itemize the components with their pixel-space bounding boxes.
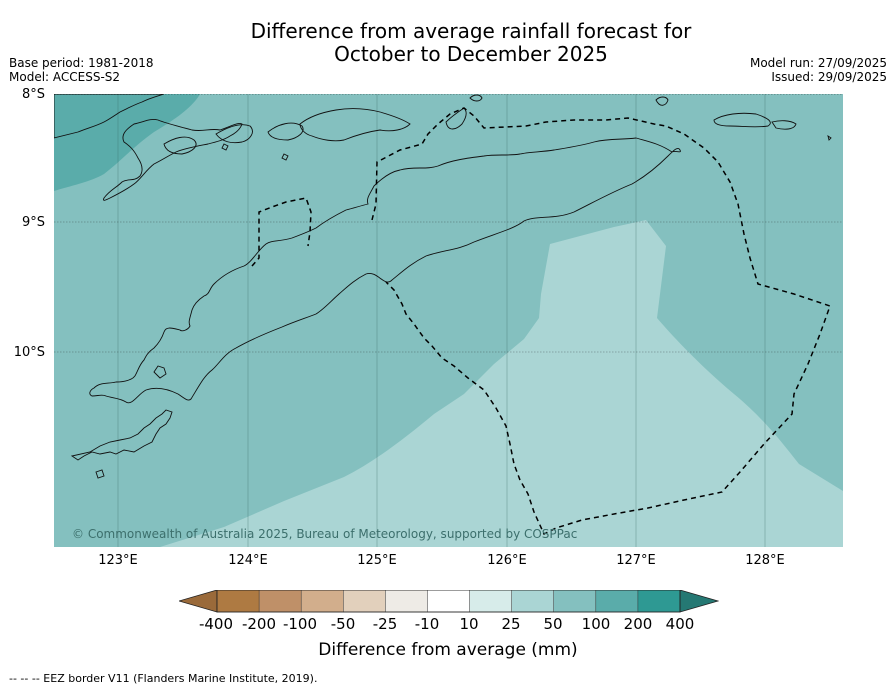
- coastline: [54, 94, 832, 479]
- colorbar-cell: [511, 590, 555, 613]
- colorbar-cell: [427, 590, 471, 613]
- lon-label-125e: 125°E: [357, 553, 397, 568]
- graticule: [54, 94, 843, 547]
- colorbar-tick: 10: [459, 615, 479, 633]
- colorbar-tick: -100: [282, 615, 318, 633]
- meta-right: Model run: 27/09/2025 Issued: 29/09/2025: [750, 56, 887, 84]
- colorbar-cell: [553, 590, 597, 613]
- issued-date: Issued: 29/09/2025: [771, 70, 887, 84]
- colorbar-tick: -25: [372, 615, 398, 633]
- colorbar-cell: [216, 590, 260, 613]
- colorbar-tick: -200: [241, 615, 277, 633]
- copyright-notice: © Commonwealth of Australia 2025, Bureau…: [72, 527, 577, 541]
- fill-100-200: [54, 94, 200, 191]
- lon-label-126e: 126°E: [487, 553, 527, 568]
- colorbar-cell: [385, 590, 428, 613]
- title-line-2: October to December 2025: [334, 42, 608, 66]
- colorbar-cell: [300, 590, 344, 613]
- lon-label-124e: 124°E: [228, 553, 268, 568]
- colorbar-cell: [595, 590, 639, 613]
- colorbar-tick: 200: [623, 615, 653, 633]
- title-line-1: Difference from average rainfall forecas…: [250, 19, 692, 43]
- colorbar-cell: [258, 590, 302, 613]
- lat-label-8s: 8°S: [21, 87, 45, 102]
- map-title: Difference from average rainfall forecas…: [0, 20, 896, 66]
- colorbar-min-arrow: [179, 590, 218, 613]
- colorbar-cell: [343, 590, 386, 613]
- colorbar-tick: 50: [543, 615, 563, 633]
- fill-25-50: [160, 220, 843, 547]
- meta-left: Base period: 1981-2018 Model: ACCESS-S2: [9, 56, 154, 84]
- eez-border: [251, 107, 831, 536]
- colorbar-tick: 400: [665, 615, 695, 633]
- colorbar-frame: [216, 590, 681, 613]
- lon-label-128e: 128°E: [745, 553, 785, 568]
- colorbar: [179, 590, 719, 613]
- model-run: Model run: 27/09/2025: [749, 56, 887, 70]
- colorbar-cell: [637, 590, 681, 613]
- colorbar-tick: 100: [581, 615, 611, 633]
- colorbar-tick: -400: [198, 615, 234, 633]
- colorbar-tick: -10: [414, 615, 440, 633]
- model-name: Model: ACCESS-S2: [9, 70, 121, 84]
- colorbar-tick: 25: [501, 615, 521, 633]
- colorbar-max-arrow: [679, 590, 719, 613]
- colorbar-tick: -50: [330, 615, 356, 633]
- lon-label-127e: 127°E: [616, 553, 656, 568]
- colorbar-title: Difference from average (mm): [318, 640, 578, 660]
- lat-label-9s: 9°S: [21, 215, 45, 230]
- base-period: Base period: 1981-2018: [9, 56, 154, 70]
- eez-footnote: -- -- -- EEZ border V11 (Flanders Marine…: [9, 672, 318, 685]
- lat-label-10s: 10°S: [13, 345, 45, 360]
- lon-label-123e: 123°E: [98, 553, 138, 568]
- colorbar-cell: [469, 590, 513, 613]
- rainfall-map: © Commonwealth of Australia 2025, Bureau…: [54, 94, 843, 547]
